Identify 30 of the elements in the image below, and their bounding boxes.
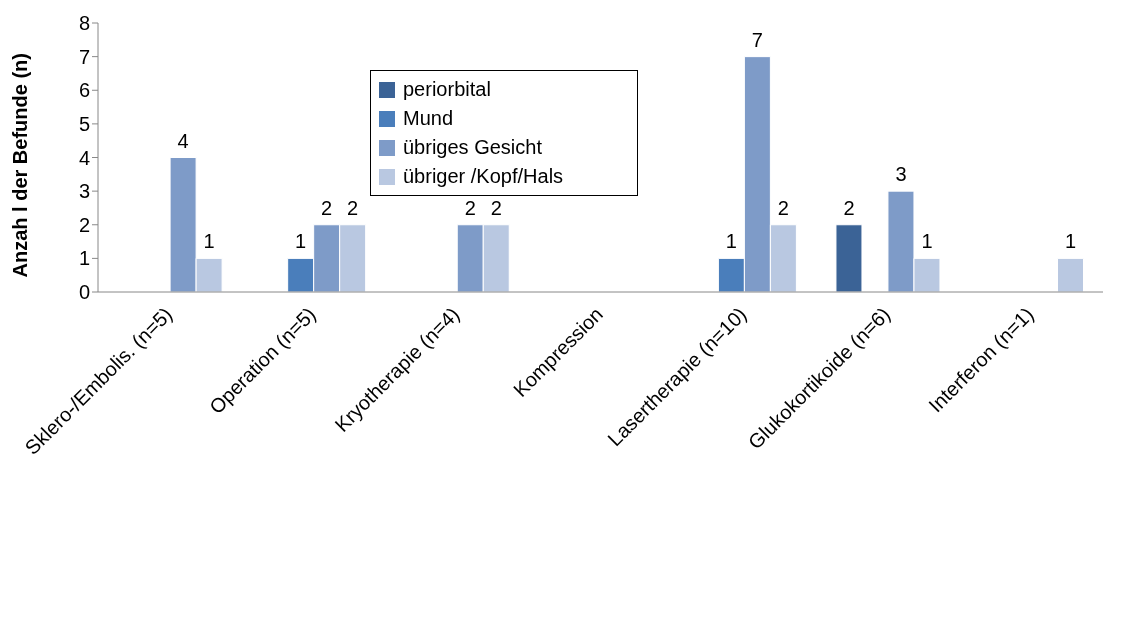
y-tick-label: 5 (78, 112, 90, 135)
data-label: 2 (777, 196, 789, 219)
legend-label: Mund (403, 106, 454, 131)
y-tick-label: 1 (78, 247, 90, 270)
legend-label: übriges Gesicht (403, 135, 542, 160)
y-tick-label: 3 (78, 180, 90, 203)
data-label: 2 (843, 196, 855, 219)
data-label: 1 (203, 230, 215, 253)
y-axis-title: Anzah l der Befunde (n) (9, 53, 32, 278)
y-tick-label: 8 (78, 12, 90, 35)
y-tick-label: 7 (78, 45, 90, 68)
bar (1057, 257, 1085, 292)
y-tick-label: 0 (78, 281, 90, 304)
data-label: 2 (464, 196, 476, 219)
data-label: 3 (895, 163, 907, 186)
data-label: 1 (725, 230, 737, 253)
data-label: 2 (490, 196, 502, 219)
y-tick-label: 2 (78, 213, 90, 236)
data-label: 4 (177, 129, 189, 152)
y-tick-label: 6 (78, 79, 90, 102)
bar (835, 224, 863, 292)
data-label: 7 (751, 28, 763, 51)
y-tick-label: 4 (78, 146, 90, 169)
data-label: 1 (295, 230, 307, 253)
data-label: 2 (347, 196, 359, 219)
legend-label: übriger /Kopf/Hals (403, 164, 564, 189)
legend-label: periorbital (403, 77, 491, 102)
data-label: 1 (1064, 230, 1077, 253)
data-label: 2 (321, 196, 333, 219)
data-label: 1 (921, 230, 933, 253)
